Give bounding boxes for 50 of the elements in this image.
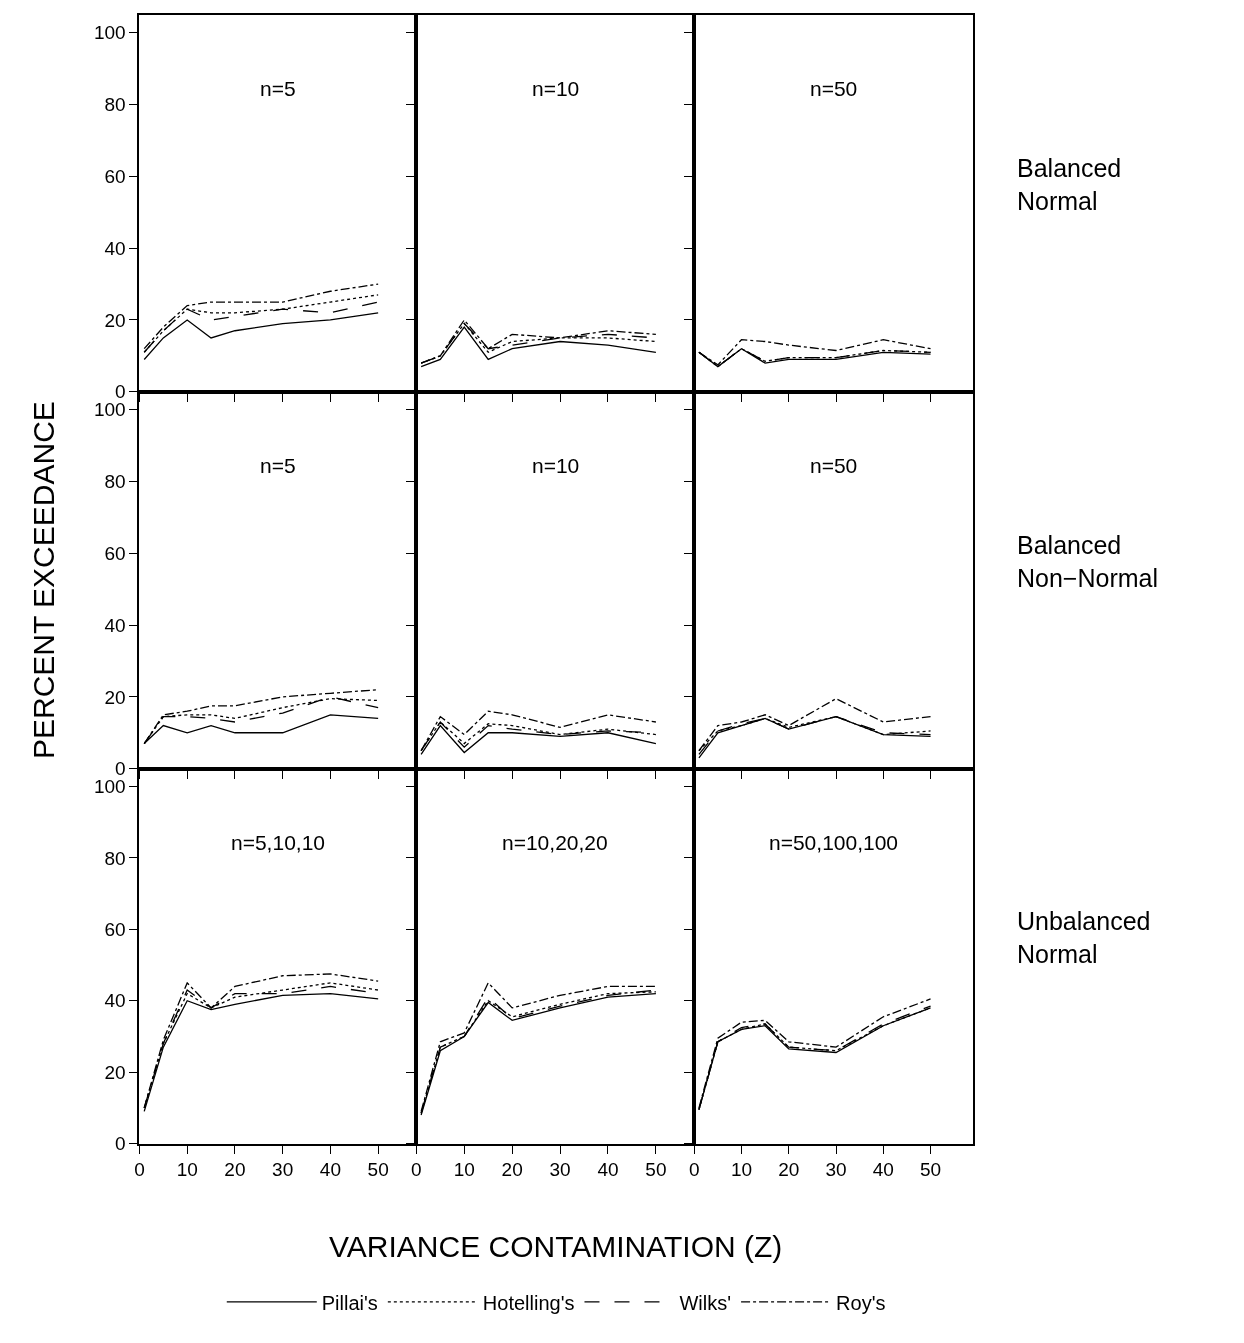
- text: n=50: [810, 454, 858, 477]
- y-tick-label: 80: [104, 847, 126, 869]
- legend-label: Wilks': [679, 1291, 732, 1314]
- x-tick-label: 20: [224, 1159, 246, 1181]
- text: n=10,20,20: [502, 831, 608, 854]
- y-tick-label: 60: [104, 918, 126, 940]
- x-tick-label: 10: [453, 1159, 475, 1181]
- y-tick-label: 80: [104, 94, 126, 116]
- x-tick-label: 10: [730, 1159, 753, 1181]
- y-tick-label: 40: [104, 614, 126, 636]
- x-tick-label: 30: [549, 1159, 571, 1181]
- y-tick-label: 100: [93, 22, 126, 44]
- text: n=5: [260, 77, 296, 100]
- legend-label: Pillai's: [321, 1291, 378, 1314]
- x-tick-label: 0: [688, 1159, 700, 1181]
- y-tick-label: 80: [104, 471, 126, 493]
- text: Balanced Non−Normal: [1017, 531, 1159, 592]
- x-tick-label: 0: [134, 1159, 145, 1181]
- y-tick-label: 0: [115, 1133, 126, 1155]
- legend-label: Hotelling's: [482, 1291, 575, 1314]
- text: n=5: [260, 454, 296, 477]
- text: n=50,100,100: [769, 831, 899, 854]
- x-tick-label: 30: [272, 1159, 294, 1181]
- x-axis-title: VARIANCE CONTAMINATION (Z): [329, 1230, 783, 1263]
- x-tick-label: 0: [411, 1159, 422, 1181]
- text: Unbalanced Normal: [1017, 907, 1151, 968]
- legend-label: Roy's: [836, 1291, 886, 1314]
- y-tick-label: 40: [104, 990, 126, 1012]
- text: n=50: [810, 77, 858, 100]
- y-axis-title: PERCENT EXCEEDANCE: [26, 401, 60, 760]
- y-tick-label: 20: [104, 1061, 126, 1083]
- x-tick-label: 40: [597, 1159, 619, 1181]
- x-tick-label: 50: [645, 1159, 667, 1181]
- text: n=10: [532, 77, 580, 100]
- x-tick-label: 50: [919, 1159, 942, 1181]
- text: n=10: [532, 454, 580, 477]
- y-tick-label: 60: [104, 166, 126, 188]
- x-tick-label: 40: [872, 1159, 894, 1181]
- y-tick-label: 20: [104, 309, 126, 331]
- x-tick-label: 20: [778, 1159, 800, 1181]
- text: n=5,10,10: [231, 831, 326, 854]
- x-tick-label: 50: [367, 1159, 389, 1181]
- x-tick-label: 30: [825, 1159, 847, 1181]
- x-tick-label: 20: [501, 1159, 523, 1181]
- y-tick-label: 60: [104, 542, 126, 564]
- text: Balanced Normal: [1017, 154, 1122, 215]
- x-tick-label: 40: [319, 1159, 341, 1181]
- y-tick-label: 40: [104, 237, 126, 259]
- y-tick-label: 20: [104, 686, 126, 708]
- x-tick-label: 10: [176, 1159, 198, 1181]
